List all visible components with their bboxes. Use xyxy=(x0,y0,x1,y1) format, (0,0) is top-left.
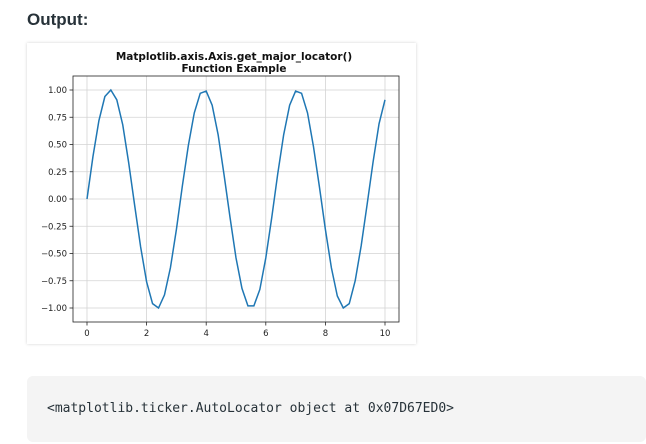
y-tick-label: 0.00 xyxy=(48,195,67,205)
x-tick-label: 6 xyxy=(263,329,268,339)
line-chart: 0 2 4 6 8 10 1.00 0.75 0.50 0.25 0.00 −0.25 −0.50 −0.… xyxy=(41,51,400,339)
grid-lines xyxy=(73,76,399,322)
x-tick-label: 4 xyxy=(203,329,208,339)
y-tick-label: 0.75 xyxy=(48,113,67,123)
y-tick-label: 0.25 xyxy=(48,168,67,178)
x-tick-label: 8 xyxy=(323,329,328,339)
x-tick-label: 0 xyxy=(84,329,89,339)
y-tick-label: 1.00 xyxy=(48,86,67,96)
chart-title-line-1: Matplotlib.axis.Axis.get_major_locator() xyxy=(116,51,352,63)
output-text: <matplotlib.ticker.AutoLocator object at… xyxy=(47,401,454,416)
y-tick-label: −0.50 xyxy=(41,250,67,260)
output-code-block: <matplotlib.ticker.AutoLocator object at… xyxy=(27,376,646,442)
figure-card: 0 2 4 6 8 10 1.00 0.75 0.50 0.25 0.00 −0.25 −0.50 −0.… xyxy=(27,43,416,344)
tick-labels: 0 2 4 6 8 10 1.00 0.75 0.50 0.25 0.00 −0.25 −0.50 −0.… xyxy=(41,86,390,339)
tick-marks xyxy=(69,89,386,326)
y-tick-label: 0.50 xyxy=(48,141,67,151)
series-line xyxy=(86,88,386,310)
y-tick-label: −0.75 xyxy=(41,277,67,287)
y-tick-label: −1.00 xyxy=(41,304,67,314)
x-tick-label: 2 xyxy=(144,329,149,339)
chart-title-line-2: Function Example xyxy=(182,63,287,75)
output-heading: Output: xyxy=(27,10,89,29)
x-tick-label: 10 xyxy=(380,329,391,339)
y-tick-label: −0.25 xyxy=(41,222,67,232)
